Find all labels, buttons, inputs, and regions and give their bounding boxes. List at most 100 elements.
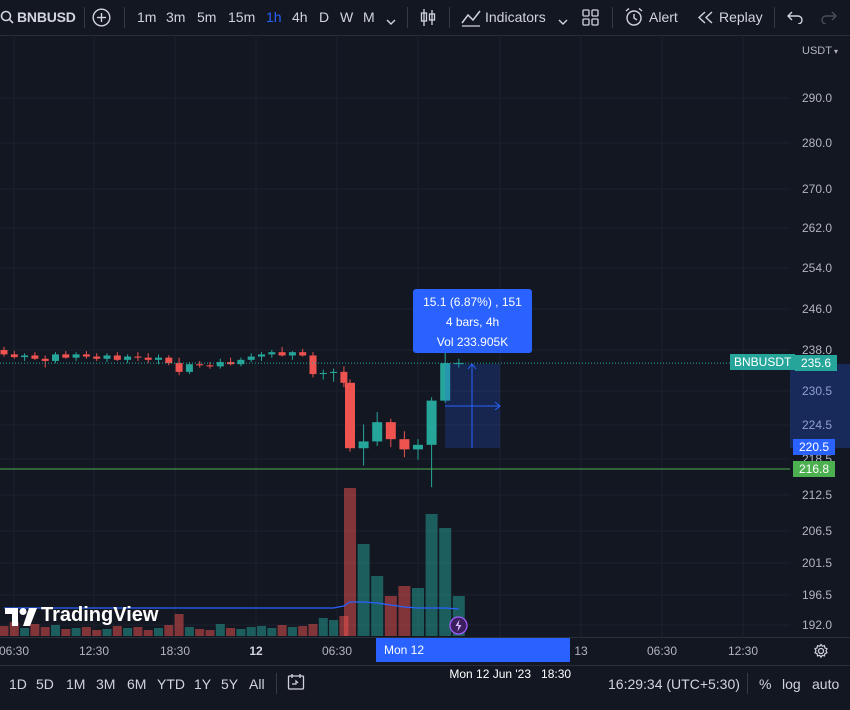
search-icon[interactable] — [0, 10, 14, 24]
volume-bar — [133, 627, 143, 636]
timezone-clock[interactable]: 16:29:34 (UTC+5:30) — [608, 676, 740, 692]
range-3m[interactable]: 3M — [96, 676, 116, 692]
compare-add-icon[interactable] — [92, 8, 111, 27]
interval-4h[interactable]: 4h — [292, 9, 308, 25]
range-all[interactable]: All — [249, 676, 265, 692]
price-label: 270.0 — [801, 182, 832, 196]
price-label: 262.0 — [801, 221, 832, 235]
candle-body — [206, 365, 214, 367]
volume-bar — [92, 630, 102, 636]
crosshair-time-start: Mon 12 — [376, 638, 436, 662]
time-label-day: 12 — [249, 644, 263, 658]
volume-bar — [164, 625, 174, 636]
divider — [747, 673, 748, 694]
candle-body — [413, 444, 423, 450]
currency-selector[interactable]: USDT ▾ — [802, 45, 838, 57]
indicators-icon[interactable] — [461, 8, 481, 27]
time-label: 06:30 — [646, 644, 678, 658]
price-label: 206.5 — [801, 524, 832, 538]
redo-icon[interactable] — [821, 10, 837, 25]
divider — [612, 7, 613, 28]
range-5d[interactable]: 5D — [36, 676, 54, 692]
interval-1m[interactable]: 1m — [137, 9, 157, 25]
candle-body — [134, 356, 142, 358]
chevron-down-icon[interactable] — [558, 13, 568, 25]
volume-bar — [154, 628, 163, 636]
candle-body — [72, 354, 80, 358]
candle-body — [385, 422, 396, 440]
alert-button[interactable]: Alert — [649, 9, 678, 25]
candle-body — [426, 400, 437, 445]
interval-1h[interactable]: 1h — [266, 9, 282, 25]
candle-body — [155, 357, 162, 360]
volume-bar — [267, 628, 277, 636]
watermark-text: TradingView — [41, 604, 159, 626]
tradingview-logo-icon — [5, 608, 37, 631]
interval-3m[interactable]: 3m — [166, 9, 186, 25]
log-scale-toggle[interactable]: log — [782, 676, 801, 692]
range-1d[interactable]: 1D — [9, 676, 27, 692]
volume-bar — [9, 622, 19, 636]
volume-bar — [61, 629, 71, 636]
chevron-down-icon: ▾ — [833, 47, 838, 56]
settings-gear-icon[interactable] — [813, 643, 829, 659]
price-label: 201.5 — [801, 556, 832, 570]
chevron-down-icon[interactable] — [386, 13, 396, 25]
chart-pane[interactable] — [0, 35, 790, 637]
undo-icon[interactable] — [787, 10, 803, 25]
price-chart[interactable] — [0, 35, 790, 637]
volume-bar — [81, 627, 91, 636]
interval-15m[interactable]: 15m — [228, 9, 256, 25]
range-ytd[interactable]: YTD — [157, 676, 185, 692]
date-range-icon[interactable] — [287, 673, 305, 691]
interval-w[interactable]: W — [340, 9, 354, 25]
alarm-clock-icon[interactable] — [624, 7, 644, 27]
range-1y[interactable]: 1Y — [194, 676, 212, 692]
candle-body — [258, 354, 265, 357]
time-axis[interactable]: 06:30 12:30 18:30 12 06:30 13 06:30 12:3… — [0, 637, 850, 681]
measure-arrow-head — [494, 401, 501, 411]
volume-bar — [143, 630, 153, 636]
auto-scale-toggle[interactable]: auto — [812, 676, 840, 692]
candle-body — [185, 364, 193, 372]
lightning-event-icon[interactable] — [449, 616, 468, 635]
replay-button[interactable]: Replay — [719, 9, 763, 25]
volume-bar — [215, 624, 225, 636]
volume-bar — [0, 626, 9, 636]
volume-bar — [339, 616, 349, 636]
interval-m[interactable]: M — [363, 9, 375, 25]
divider — [449, 7, 450, 28]
indicators-button[interactable]: Indicators — [485, 9, 546, 25]
interval-5m[interactable]: 5m — [197, 9, 217, 25]
last-price-tag: 235.6 — [795, 355, 838, 371]
price-label: 238.0 — [801, 343, 832, 357]
rewind-icon[interactable] — [697, 11, 713, 24]
range-1m[interactable]: 1M — [66, 676, 86, 692]
volume-bar — [30, 624, 40, 636]
candles-chart-type-icon[interactable] — [420, 8, 436, 27]
divider — [276, 673, 277, 694]
volume-bar — [205, 630, 215, 636]
measure-volume: Vol 233.905K — [436, 335, 509, 349]
time-label: 18:30 — [159, 644, 191, 658]
range-5y[interactable]: 5Y — [221, 676, 239, 692]
volume-bar — [277, 625, 287, 636]
candle-body — [82, 354, 90, 357]
volume-bar — [398, 586, 411, 636]
candle-body — [330, 371, 338, 373]
measure-arrow-head — [467, 363, 477, 370]
layout-grid-icon[interactable] — [582, 9, 599, 26]
candle-body — [144, 357, 152, 360]
interval-d[interactable]: D — [319, 9, 330, 25]
candle-body — [62, 354, 70, 358]
range-6m[interactable]: 6M — [127, 676, 147, 692]
symbol-search-button[interactable]: BNBUSD — [17, 9, 76, 25]
volume-bar — [257, 626, 266, 636]
price-axis[interactable]: USDT ▾ 290.0 280.0 270.0 262.0 254.0 246.… — [790, 35, 850, 637]
time-label: 06:30 — [321, 644, 353, 658]
currency-label: USDT — [802, 45, 832, 57]
percent-scale-toggle[interactable]: % — [759, 676, 772, 692]
candle-body — [309, 355, 317, 375]
volume-bar — [123, 628, 133, 636]
candle-body — [247, 356, 255, 360]
